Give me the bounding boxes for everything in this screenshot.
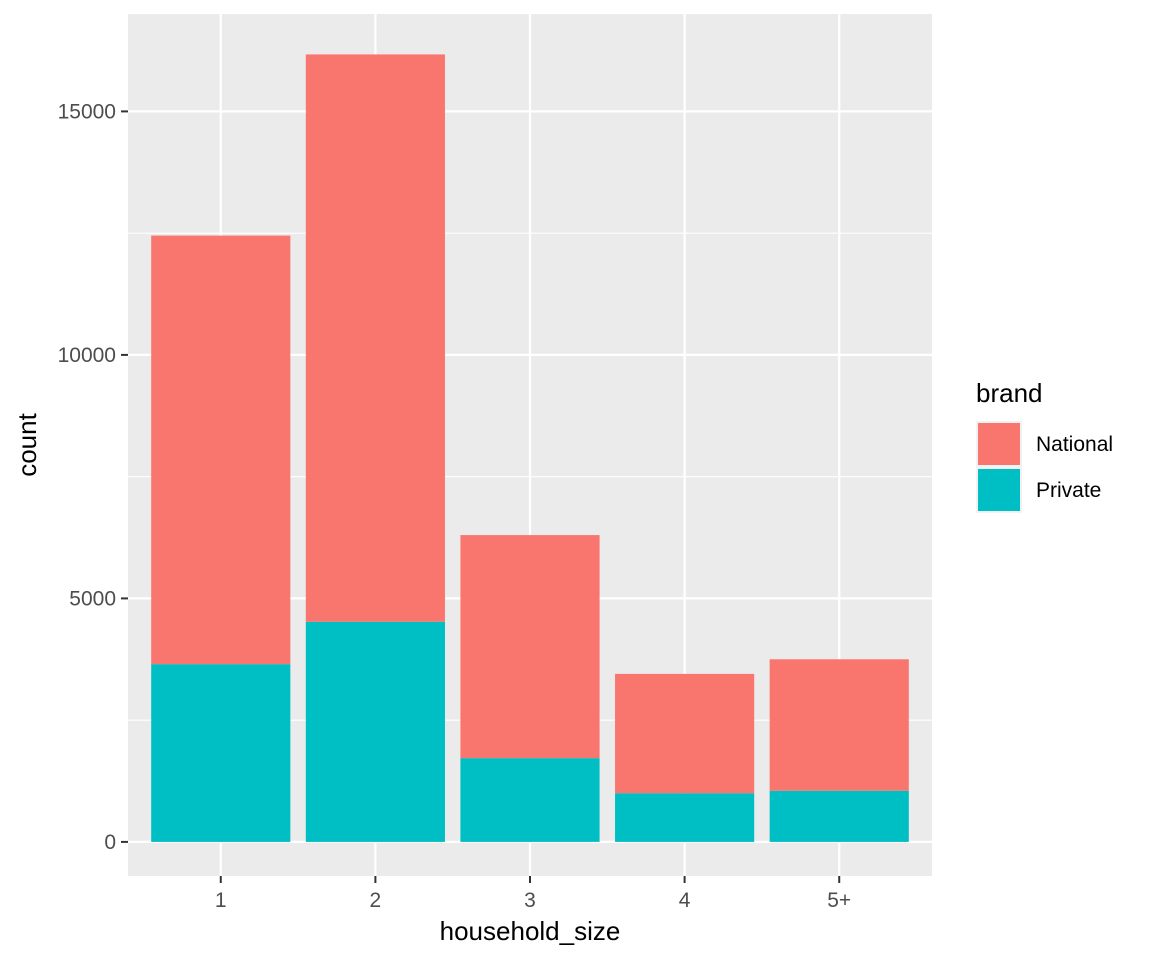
y-tick-label: 15000 [58, 100, 116, 123]
bar-private-1 [151, 664, 291, 842]
bar-private-3 [460, 758, 600, 842]
bar-private-5+ [769, 790, 909, 842]
x-tick-label: 1 [215, 889, 227, 912]
bar-national-1 [151, 235, 291, 665]
x-axis: 1 2 3 4 5+ [215, 876, 851, 912]
bar-national-5+ [769, 659, 909, 791]
y-tick-label: 10000 [58, 344, 116, 367]
legend-swatch-national [978, 423, 1020, 465]
x-tick-label: 2 [370, 889, 382, 912]
x-tick-label: 4 [679, 889, 691, 912]
bar-private-4 [615, 793, 755, 842]
bars [151, 54, 909, 842]
legend-label-private: Private [1036, 479, 1101, 502]
bar-national-2 [305, 54, 445, 622]
legend-swatch-private [978, 469, 1020, 511]
legend: brand National Private [976, 378, 1113, 513]
bar-national-3 [460, 535, 600, 759]
x-tick-label: 3 [524, 889, 536, 912]
x-axis-title: household_size [440, 916, 621, 946]
legend-label-national: National [1036, 433, 1113, 456]
bar-private-2 [305, 621, 445, 842]
x-tick-label: 5+ [827, 889, 851, 912]
y-axis: 0 5000 10000 15000 [58, 100, 128, 854]
y-axis-title: count [12, 412, 42, 476]
y-tick-label: 5000 [69, 587, 116, 610]
y-tick-label: 0 [104, 831, 116, 854]
bar-national-4 [615, 673, 755, 794]
legend-title: brand [976, 378, 1043, 408]
